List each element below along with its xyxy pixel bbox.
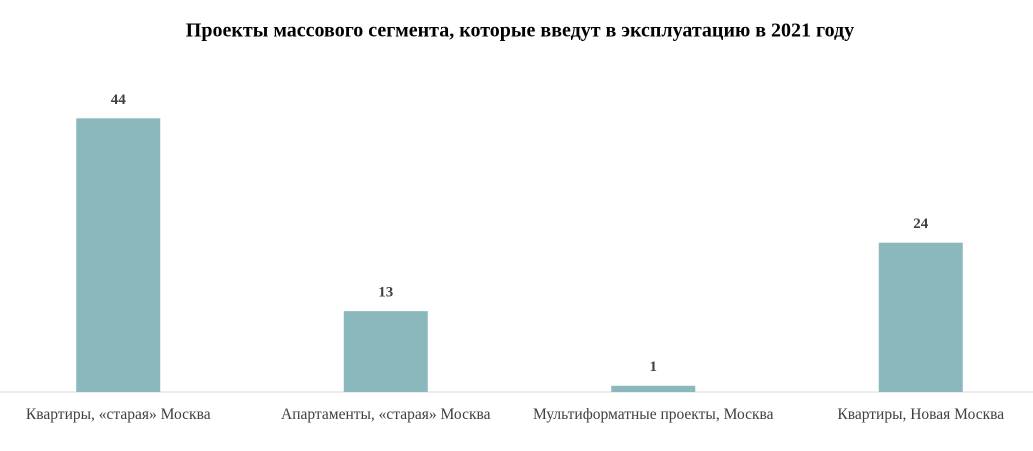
bar (878, 242, 963, 392)
x-tick-label: Квартиры, «старая» Москва (25, 406, 211, 423)
x-tick-label: Квартиры, Новая Москва (837, 406, 1005, 423)
bar (343, 311, 428, 392)
bar (76, 118, 161, 392)
value-label: 44 (111, 92, 127, 108)
chart-title: Проекты массового сегмента, которые введ… (186, 20, 854, 42)
value-label: 13 (378, 285, 393, 301)
x-tick-label: Апартаменты, «старая» Москва (281, 406, 491, 423)
value-label: 24 (913, 216, 929, 232)
bar (611, 385, 696, 392)
x-tick-label: Мультиформатные проекты, Москва (532, 406, 774, 423)
value-label: 1 (650, 359, 658, 375)
